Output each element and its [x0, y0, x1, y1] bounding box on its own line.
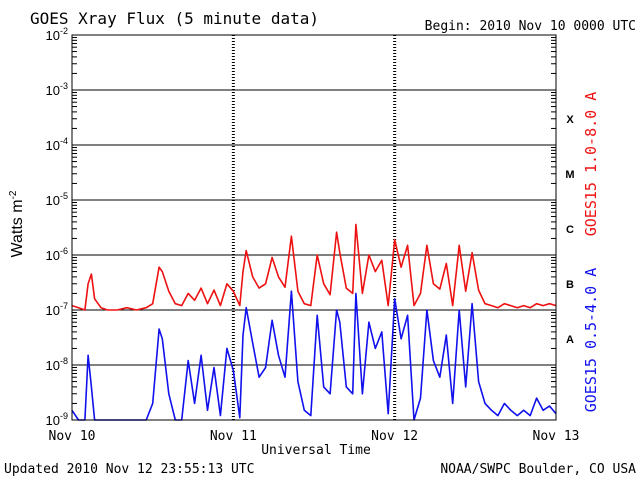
- chart-title: GOES Xray Flux (5 minute data): [30, 9, 319, 28]
- y-tick-label-exponent: -7: [60, 301, 68, 311]
- y-axis-label-superscript: -2: [8, 190, 19, 199]
- y-axis-label: Watts m-2: [8, 190, 26, 257]
- legend-series-long-wave: GOES15 1.0-8.0 A: [582, 92, 600, 237]
- y-axis-tick-labels: 10-210-310-410-510-610-710-810-9: [46, 26, 68, 428]
- y-tick-label-exponent: -6: [60, 246, 68, 256]
- source-credit: NOAA/SWPC Boulder, CO USA: [440, 462, 636, 477]
- series-layer: [71, 223, 557, 421]
- y-tick-label: 10-3: [46, 81, 68, 98]
- flare-class-b: B: [566, 279, 574, 291]
- x-tick-label: Nov 10: [49, 429, 96, 444]
- y-tick-label-base: 10: [46, 193, 60, 208]
- y-tick-label-exponent: -5: [60, 191, 68, 201]
- begin-date-label: Begin: 2010 Nov 10 0000 UTC: [425, 19, 636, 34]
- x-axis-label: Universal Time: [261, 443, 371, 458]
- x-axis-tick-labels: Nov 10 Nov 11 Nov 12 Nov 13: [49, 429, 580, 444]
- y-tick-label: 10-4: [46, 136, 68, 153]
- y-tick-label-base: 10: [46, 248, 60, 263]
- y-tick-label: 10-5: [46, 191, 68, 208]
- y-tick-label: 10-6: [46, 246, 68, 263]
- y-tick-label-base: 10: [46, 28, 60, 43]
- flare-class-c: C: [566, 224, 574, 236]
- flare-class-m: M: [565, 169, 574, 181]
- x-tick-label: Nov 11: [210, 429, 257, 444]
- y-tick-label: 10-8: [46, 356, 68, 373]
- updated-timestamp: Updated 2010 Nov 12 23:55:13 UTC: [4, 462, 254, 477]
- flare-class-a: A: [566, 334, 574, 346]
- plot-frame: [71, 34, 557, 421]
- y-tick-label-exponent: -8: [60, 356, 68, 366]
- day-divider-lines: [231, 35, 397, 420]
- grid-lines: [72, 34, 556, 421]
- y-tick-label-base: 10: [46, 358, 60, 373]
- y-tick-label-exponent: -9: [60, 411, 68, 421]
- x-tick-label: Nov 12: [371, 429, 418, 444]
- y-tick-label-exponent: -2: [60, 26, 68, 36]
- flare-class-x: X: [566, 114, 574, 126]
- y-tick-label-base: 10: [46, 138, 60, 153]
- y-tick-label-exponent: -4: [60, 136, 68, 146]
- y-tick-label-base: 10: [46, 303, 60, 318]
- y-tick-label-base: 10: [46, 413, 60, 428]
- y-tick-label-exponent: -3: [60, 81, 68, 91]
- y-axis-label-text: Watts m: [9, 199, 26, 257]
- y-axis-tick-marks: [72, 37, 556, 404]
- y-tick-label: 10-2: [46, 26, 68, 43]
- flare-class-labels: X M C B A: [565, 114, 574, 346]
- series-line-short-wave: [71, 290, 557, 421]
- y-tick-label: 10-9: [46, 411, 68, 428]
- legend-series-short-wave: GOES15 0.5-4.0 A: [582, 268, 600, 413]
- series-line-long-wave: [71, 223, 557, 311]
- y-tick-label-base: 10: [46, 83, 60, 98]
- x-tick-label: Nov 13: [533, 429, 580, 444]
- y-tick-label: 10-7: [46, 301, 68, 318]
